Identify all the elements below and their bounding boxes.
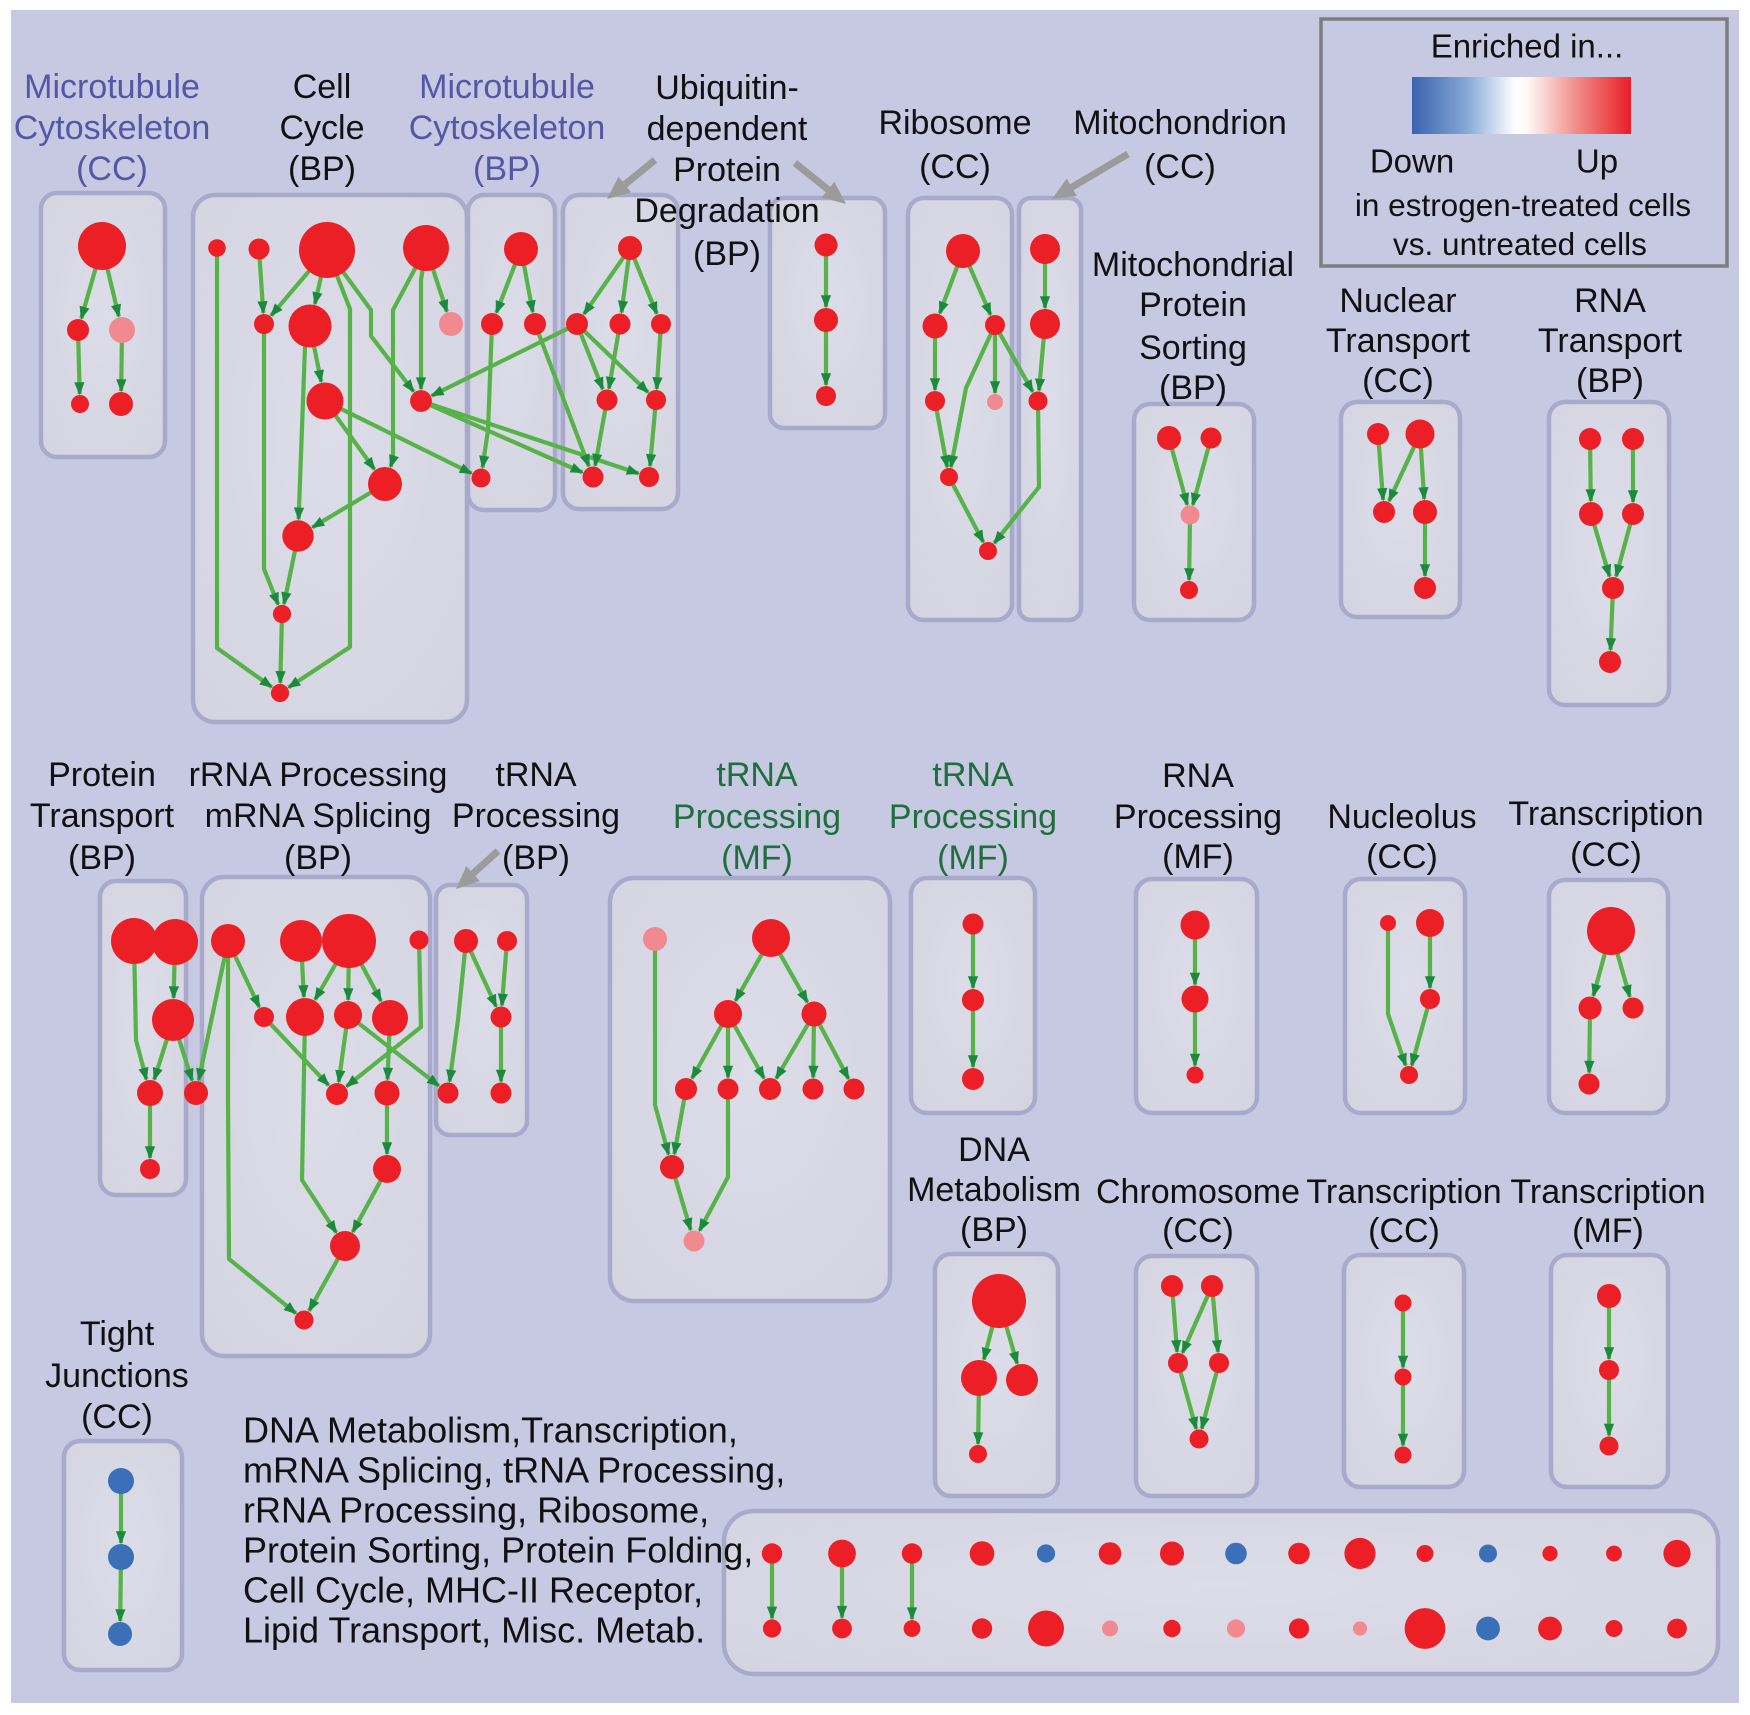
svg-text:Chromosome: Chromosome (1096, 1173, 1300, 1211)
svg-text:(CC): (CC) (919, 148, 991, 186)
svg-text:dependent: dependent (647, 110, 808, 148)
svg-text:tRNA: tRNA (932, 756, 1014, 794)
svg-text:(BP): (BP) (473, 150, 541, 188)
svg-text:(BP): (BP) (502, 839, 570, 877)
svg-text:(CC): (CC) (1366, 838, 1438, 876)
svg-text:rRNA Processing, Ribosome,: rRNA Processing, Ribosome, (243, 1490, 709, 1531)
svg-text:Cytoskeleton: Cytoskeleton (14, 109, 211, 147)
svg-text:Junctions: Junctions (45, 1357, 189, 1395)
svg-text:(MF): (MF) (1162, 838, 1234, 876)
svg-text:mRNA Splicing, tRNA Processing: mRNA Splicing, tRNA Processing, (243, 1450, 785, 1491)
svg-text:(CC): (CC) (1162, 1212, 1234, 1250)
svg-text:Nucleolus: Nucleolus (1327, 798, 1476, 836)
svg-text:Ubiquitin-: Ubiquitin- (655, 69, 799, 107)
svg-text:Transport: Transport (1326, 322, 1471, 360)
svg-text:(BP): (BP) (68, 839, 136, 877)
svg-text:Microtubule: Microtubule (419, 68, 595, 106)
svg-text:Nuclear: Nuclear (1339, 282, 1456, 320)
svg-text:(CC): (CC) (1368, 1212, 1440, 1250)
svg-text:Processing: Processing (1114, 798, 1282, 836)
svg-text:(BP): (BP) (960, 1211, 1028, 1249)
svg-text:Tight: Tight (80, 1315, 155, 1353)
svg-text:Protein: Protein (48, 756, 156, 794)
svg-text:Transcription: Transcription (1510, 1173, 1705, 1211)
svg-text:(CC): (CC) (1570, 836, 1642, 874)
svg-text:(MF): (MF) (937, 839, 1009, 877)
svg-text:(CC): (CC) (76, 150, 148, 188)
svg-text:Degradation: Degradation (634, 192, 819, 230)
svg-text:RNA: RNA (1162, 757, 1234, 795)
svg-text:tRNA: tRNA (716, 756, 798, 794)
svg-text:Cell: Cell (293, 68, 352, 106)
svg-text:tRNA: tRNA (495, 756, 577, 794)
svg-text:Processing: Processing (673, 798, 841, 836)
svg-text:Protein: Protein (1139, 286, 1247, 324)
svg-text:rRNA Processing: rRNA Processing (189, 756, 448, 794)
svg-text:(BP): (BP) (288, 150, 356, 188)
svg-text:(BP): (BP) (1576, 362, 1644, 400)
svg-text:Cycle: Cycle (279, 109, 364, 147)
svg-text:Mitochondrial: Mitochondrial (1092, 246, 1294, 284)
svg-text:(MF): (MF) (1572, 1212, 1644, 1250)
svg-text:Sorting: Sorting (1139, 329, 1247, 367)
svg-text:Up: Up (1576, 143, 1618, 180)
svg-text:DNA Metabolism,Transcription,: DNA Metabolism,Transcription, (243, 1410, 738, 1451)
svg-text:Transcription: Transcription (1306, 1173, 1501, 1211)
svg-text:(MF): (MF) (721, 839, 793, 877)
svg-text:(CC): (CC) (81, 1398, 153, 1436)
svg-text:vs. untreated cells: vs. untreated cells (1393, 226, 1647, 262)
svg-text:(BP): (BP) (1159, 369, 1227, 407)
svg-text:Processing: Processing (452, 797, 620, 835)
svg-text:Transcription: Transcription (1508, 795, 1703, 833)
svg-text:Lipid Transport, Misc. Metab.: Lipid Transport, Misc. Metab. (243, 1610, 705, 1651)
svg-text:Cell Cycle, MHC-II Receptor,: Cell Cycle, MHC-II Receptor, (243, 1570, 703, 1611)
svg-text:Metabolism: Metabolism (907, 1171, 1081, 1209)
svg-text:Transport: Transport (1538, 322, 1683, 360)
svg-text:mRNA Splicing: mRNA Splicing (205, 797, 432, 835)
svg-text:Protein: Protein (673, 151, 781, 189)
svg-text:(BP): (BP) (693, 235, 761, 273)
svg-text:(BP): (BP) (284, 839, 352, 877)
svg-text:Enriched in...: Enriched in... (1431, 28, 1624, 65)
svg-text:RNA: RNA (1574, 282, 1646, 320)
svg-text:in estrogen-treated cells: in estrogen-treated cells (1355, 187, 1691, 223)
svg-text:Down: Down (1370, 143, 1454, 180)
svg-text:Cytoskeleton: Cytoskeleton (409, 109, 606, 147)
svg-text:Protein Sorting, Protein Foldi: Protein Sorting, Protein Folding, (243, 1530, 753, 1571)
svg-text:Processing: Processing (889, 798, 1057, 836)
svg-text:Mitochondrion: Mitochondrion (1073, 104, 1287, 142)
svg-text:Ribosome: Ribosome (878, 104, 1031, 142)
svg-text:(CC): (CC) (1144, 148, 1216, 186)
svg-text:Transport: Transport (30, 797, 175, 835)
svg-text:(CC): (CC) (1362, 362, 1434, 400)
svg-text:Microtubule: Microtubule (24, 68, 200, 106)
svg-text:DNA: DNA (958, 1131, 1030, 1169)
